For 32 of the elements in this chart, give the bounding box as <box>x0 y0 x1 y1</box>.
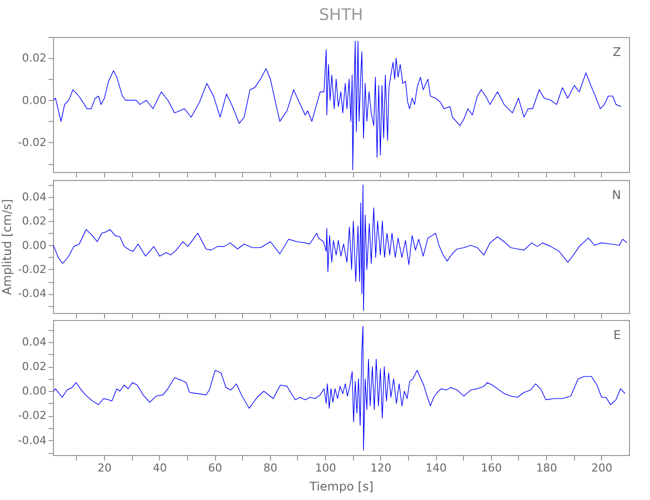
y-tick-label: -0.04 <box>18 434 46 447</box>
x-tick-label: 60 <box>208 462 222 474</box>
x-tick-label: 40 <box>152 462 167 474</box>
y-tick-label: 0.00 <box>22 94 46 107</box>
text: Z <box>612 45 621 59</box>
y-tick-label: 0.00 <box>22 384 46 398</box>
x-tick-label: 140 <box>426 462 447 474</box>
y-tick-label: 0.02 <box>22 214 46 228</box>
y-tick-label: -0.02 <box>18 262 46 276</box>
y-tick-label: 0.02 <box>22 52 46 65</box>
y-tick-label: 0.02 <box>22 360 46 374</box>
y-tick-label: -0.04 <box>18 287 46 300</box>
y-tick-label: 0.04 <box>22 190 46 204</box>
y-tick-label: 0.04 <box>22 336 46 349</box>
chart-title: SHTH <box>319 5 363 24</box>
x-tick-label: 200 <box>591 462 612 474</box>
text: E <box>613 328 621 342</box>
x-tick-label: 80 <box>263 462 278 474</box>
y-tick-label: 0.00 <box>22 238 46 252</box>
line-series <box>53 326 626 450</box>
y-axis-title: Amplitud [cm/s] <box>0 199 14 295</box>
text: N <box>612 188 621 202</box>
x-tick-label: 120 <box>370 462 392 474</box>
y-tick-label: -0.02 <box>18 136 46 149</box>
line-series <box>53 184 628 311</box>
y-tick-label: -0.02 <box>18 409 46 422</box>
x-tick-label: 180 <box>536 462 558 474</box>
x-tick-label: 100 <box>315 462 336 474</box>
x-tick-label: 160 <box>480 462 502 474</box>
x-axis-title: Tiempo [s] <box>308 480 374 494</box>
line-series <box>53 40 622 170</box>
x-tick-label: 20 <box>98 462 112 474</box>
